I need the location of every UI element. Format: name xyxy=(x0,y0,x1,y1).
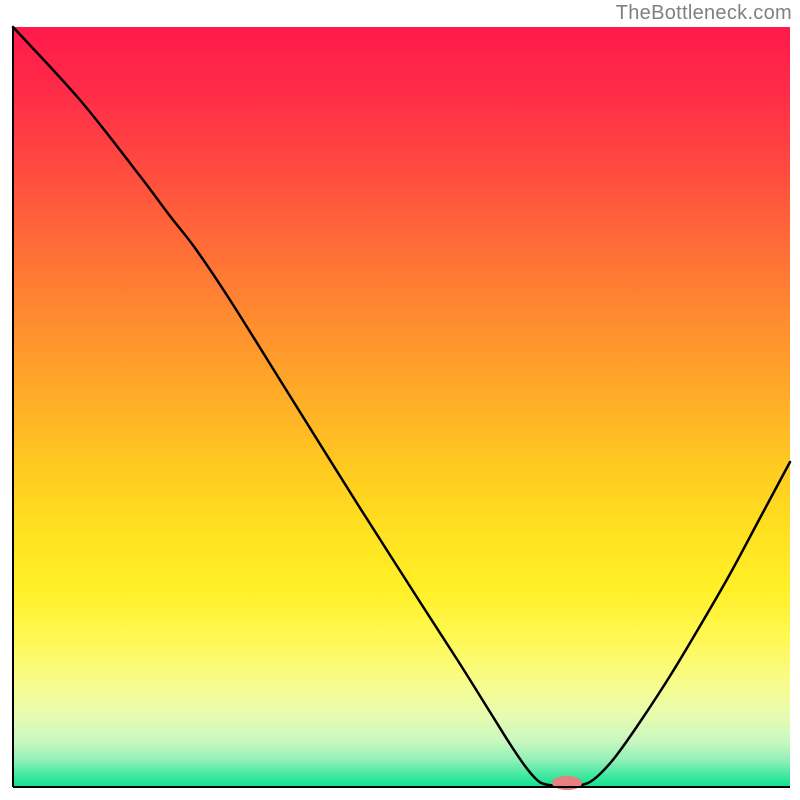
watermark-text: TheBottleneck.com xyxy=(616,2,792,25)
bottleneck-chart-svg xyxy=(0,0,800,800)
chart-container: TheBottleneck.com xyxy=(0,0,800,800)
plot-background xyxy=(13,27,790,787)
